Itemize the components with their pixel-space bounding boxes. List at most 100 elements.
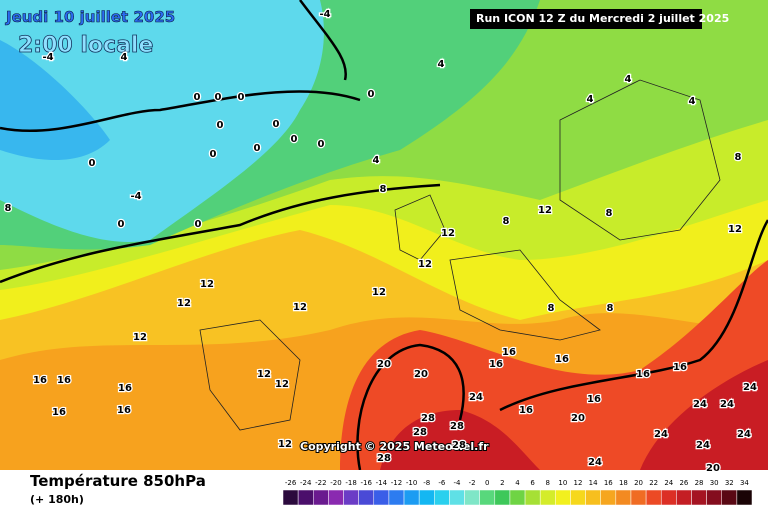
contour-label: 16 (118, 383, 132, 394)
contour-label: 28 (421, 413, 435, 424)
contour-label: 16 (117, 405, 131, 416)
contour-label: 28 (450, 421, 464, 432)
contour-label: 12 (200, 279, 214, 290)
contour-label: 16 (33, 375, 47, 386)
scale-label: 4 (515, 479, 520, 487)
contour-label: 8 (548, 303, 555, 314)
scale-swatch (494, 489, 511, 506)
coastline (199, 79, 721, 431)
scale-label: 6 (530, 479, 535, 487)
scale-swatch (524, 489, 541, 506)
contour-label: 4 (121, 52, 128, 63)
contour-label: 28 (452, 440, 466, 451)
contour-label: 0 (217, 120, 224, 131)
scale-swatch (282, 489, 299, 506)
contour-label: 4 (438, 59, 445, 70)
contour-label: 16 (502, 347, 516, 358)
scale-label: 16 (604, 479, 613, 487)
contour-label: 16 (52, 407, 66, 418)
scale-swatch (645, 489, 662, 506)
scale-label: -4 (453, 479, 461, 487)
scale-label: 8 (546, 479, 550, 487)
contour-label: 0 (318, 139, 325, 150)
scale-swatch (449, 489, 465, 506)
contour-label: -4 (319, 9, 330, 20)
scale-swatch (630, 489, 647, 506)
scale-label: 2 (500, 479, 504, 487)
contour-label: 12 (278, 439, 292, 450)
temp-zone (0, 0, 324, 242)
contour-label: 24 (737, 429, 751, 440)
contour-label: 4 (625, 74, 632, 85)
scale-swatch (313, 489, 329, 506)
contour-label: 12 (441, 228, 455, 239)
contour-label: 20 (706, 463, 720, 474)
contour-label: 0 (238, 92, 245, 103)
contour-label: 8 (380, 184, 387, 195)
contour-label: 16 (636, 369, 650, 380)
scale-label: -6 (438, 479, 446, 487)
contour-label: 12 (728, 224, 742, 235)
contour-label: 20 (414, 369, 428, 380)
scale-swatch (539, 489, 556, 506)
scale-swatch (615, 489, 632, 506)
contour-label: 28 (377, 453, 391, 464)
contour-label: 24 (654, 429, 668, 440)
scale-swatch (706, 489, 722, 506)
contour-label: 20 (571, 413, 585, 424)
scale-label: -18 (345, 479, 356, 487)
contour-label: 0 (210, 149, 217, 160)
scale-swatch (434, 489, 450, 506)
scale-label: -24 (300, 479, 312, 487)
scale-swatch (721, 489, 738, 506)
scale-label: 14 (589, 479, 598, 487)
scale-swatch (373, 489, 390, 506)
scale-swatch (403, 489, 420, 506)
contour-label: 16 (489, 359, 503, 370)
contour-label: -4 (130, 191, 141, 202)
footer-title: Température 850hPa (30, 472, 206, 490)
scale-swatch (297, 489, 314, 506)
contour-label: 8 (607, 303, 614, 314)
scale-swatch (600, 489, 617, 506)
contour-label: 20 (377, 359, 391, 370)
scale-swatch (479, 489, 496, 506)
scale-swatch (464, 489, 480, 506)
scale-swatch (358, 489, 375, 506)
temp-zone (380, 360, 768, 470)
scale-label: -14 (376, 479, 388, 487)
scale-swatch (585, 489, 601, 506)
contour-label: 0 (291, 134, 298, 145)
contour-label: 12 (372, 287, 386, 298)
scale-label: -26 (285, 479, 297, 487)
contour-label: 28 (413, 427, 427, 438)
contour-label: 0 (195, 219, 202, 230)
scale-label: -2 (469, 479, 476, 487)
scale-swatch (328, 489, 344, 506)
scale-label: 34 (740, 479, 749, 487)
contour-label: 8 (735, 152, 742, 163)
contour-label: 16 (57, 375, 71, 386)
scale-label: 32 (725, 479, 734, 487)
contour-label: 16 (673, 362, 687, 373)
forecast-lead: (+ 180h) (30, 493, 84, 506)
contour-label: 16 (519, 405, 533, 416)
contour-label: 12 (177, 298, 191, 309)
scale-label: -22 (315, 479, 326, 487)
contour-label: 24 (693, 399, 707, 410)
scale-label: 22 (649, 479, 658, 487)
run-box (470, 9, 702, 29)
scale-label: 30 (710, 479, 719, 487)
contour-label: 24 (469, 392, 483, 403)
scale-swatch (418, 489, 435, 506)
contour-label: 0 (89, 158, 96, 169)
scale-label: 28 (695, 479, 704, 487)
contour-label: -4 (42, 52, 53, 63)
scale-swatch (570, 489, 586, 506)
contour-label: 0 (273, 119, 280, 130)
contour-label: 8 (503, 216, 510, 227)
forecast-time: 2:00 locale (18, 33, 153, 58)
contour-label: 24 (743, 382, 757, 393)
contour-label: 24 (696, 440, 710, 451)
contour-label: 0 (254, 143, 261, 154)
